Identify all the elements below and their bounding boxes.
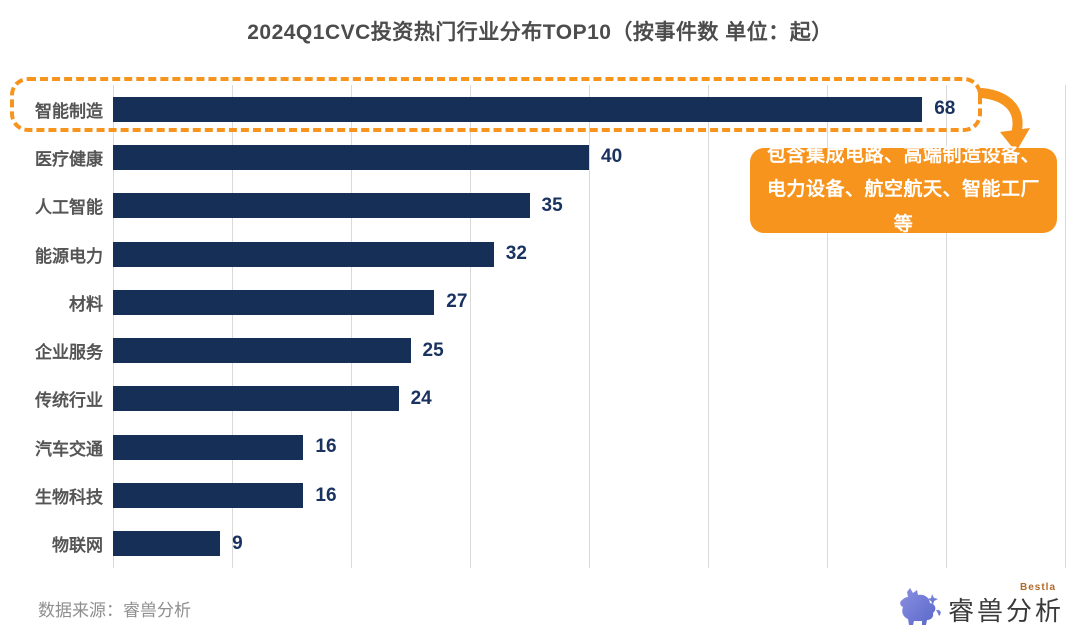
category-label: 传统行业	[35, 391, 103, 411]
bar-row: 智能制造 68	[0, 85, 1080, 133]
value-label: 25	[422, 339, 444, 361]
category-label: 材料	[69, 294, 103, 314]
bar-track: 25	[113, 338, 1065, 364]
value-label: 24	[410, 387, 432, 409]
bar-row: 能源电力 32	[0, 230, 1080, 278]
bar	[113, 434, 304, 460]
category-label: 汽车交通	[35, 439, 103, 459]
value-label: 35	[541, 194, 563, 216]
bar-row: 生物科技 16	[0, 471, 1080, 519]
bar-row: 汽车交通 16	[0, 423, 1080, 471]
category-label: 能源电力	[35, 246, 103, 266]
bar-row: 传统行业 24	[0, 375, 1080, 423]
category-label: 医疗健康	[35, 149, 103, 169]
bar-row: 医疗健康 40	[0, 133, 1080, 181]
bar-row: 人工智能 35	[0, 182, 1080, 230]
bar	[113, 289, 435, 315]
gridline	[232, 85, 233, 568]
gridline	[470, 85, 471, 568]
value-label: 32	[505, 243, 527, 265]
bar-row: 材料 27	[0, 278, 1080, 326]
bar-track: 68	[113, 96, 1065, 122]
brand-logo-subtext: Bestla	[1019, 582, 1056, 593]
plot-area	[113, 85, 1066, 568]
gridline	[113, 85, 114, 568]
bar-track: 27	[113, 289, 1065, 315]
bar-track: 16	[113, 434, 1065, 460]
category-label: 物联网	[52, 536, 103, 556]
bar-track: 40	[113, 144, 1065, 170]
gridline	[827, 85, 828, 568]
category-label: 企业服务	[35, 343, 103, 363]
bar-row: 物联网 9	[0, 520, 1080, 568]
gridline	[589, 85, 590, 568]
category-label: 生物科技	[35, 488, 103, 508]
bestla-beast-logo-icon	[900, 588, 941, 625]
value-label: 9	[232, 532, 243, 554]
gridline	[351, 85, 352, 568]
value-label: 40	[601, 146, 623, 168]
bar	[113, 96, 923, 122]
category-label: 智能制造	[35, 101, 103, 121]
value-label: 68	[934, 98, 956, 120]
brand-logo: 睿兽分析 Bestla	[896, 580, 1064, 628]
gridline	[946, 85, 947, 568]
gridline	[708, 85, 709, 568]
callout-bubble: 包含集成电路、高端制造设备、电力设备、航空航天、智能工厂等	[750, 145, 1057, 235]
chart-title: 2024Q1CVC投资热门行业分布TOP10（按事件数 单位：起）	[247, 21, 833, 44]
bar-track: 24	[113, 386, 1065, 412]
bar	[113, 241, 494, 267]
bar	[113, 144, 589, 170]
bar-track: 16	[113, 483, 1065, 509]
gridline	[1065, 85, 1066, 568]
bar	[113, 386, 399, 412]
data-source-label: 数据来源：睿兽分析	[38, 601, 191, 620]
bar-track: 32	[113, 241, 1065, 267]
bar	[113, 531, 221, 557]
value-label: 16	[315, 484, 337, 506]
bar	[113, 193, 530, 219]
bar-row: 企业服务 25	[0, 326, 1080, 374]
bar-track: 35	[113, 193, 1065, 219]
bar	[113, 483, 304, 509]
value-label: 16	[315, 436, 337, 458]
bar-rows: 智能制造 68 医疗健康 40 人工智能 35 能源电力 32	[0, 85, 1080, 568]
category-label: 人工智能	[35, 198, 103, 218]
bar-track: 9	[113, 531, 1065, 557]
curved-down-arrow-icon	[978, 88, 1030, 152]
bar	[113, 338, 411, 364]
value-label: 27	[446, 291, 468, 313]
brand-logo-text: 睿兽分析	[947, 596, 1064, 626]
